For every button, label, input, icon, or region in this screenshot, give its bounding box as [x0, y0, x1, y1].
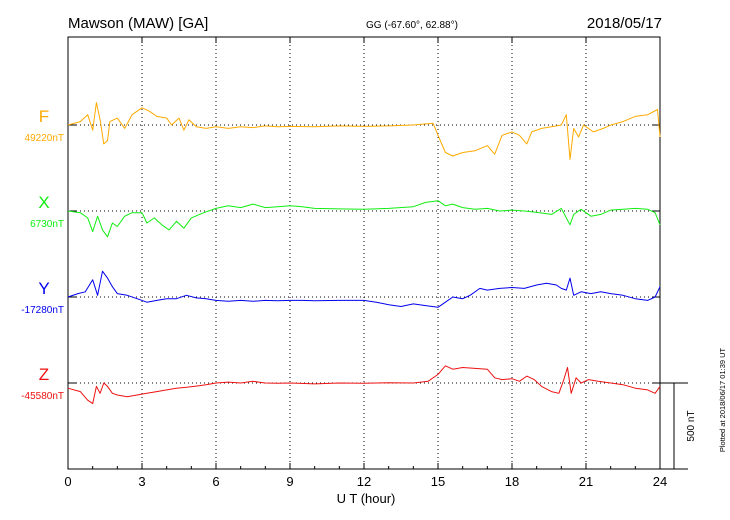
trace-z: [67, 365, 661, 405]
x-tick-label: 12: [357, 474, 371, 489]
x-axis-ticks: 0 3 6 9 12 15 18 21 24: [64, 37, 667, 489]
baseline-value-y: -17280nT: [21, 305, 64, 316]
x-tick-label: 21: [579, 474, 593, 489]
station-title: Mawson (MAW) [GA]: [68, 15, 208, 32]
x-tick-label: 24: [653, 474, 667, 489]
plotted-timestamp: Plotted at 2018/06/17 01:39 UT: [718, 347, 727, 452]
x-tick-label: 15: [431, 474, 445, 489]
x-axis-label: U T (hour): [337, 491, 396, 506]
baseline-value-x: 6730nT: [30, 219, 64, 230]
baseline-value-f: 49220nT: [25, 133, 64, 144]
component-name-y: Y: [38, 279, 49, 298]
grid-lines: [68, 37, 660, 469]
x-tick-label: 18: [505, 474, 519, 489]
x-tick-label: 6: [212, 474, 219, 489]
component-name-x: X: [38, 193, 49, 212]
plot-date: 2018/05/17: [587, 15, 662, 32]
trace-y: [67, 270, 661, 308]
component-labels: F 49220nT X 6730nT Y -17280nT Z -45580nT: [21, 107, 64, 402]
x-tick-label: 9: [286, 474, 293, 489]
baseline-value-z: -45580nT: [21, 391, 64, 402]
component-name-z: Z: [39, 365, 49, 384]
station-coordinates: GG (-67.60°, 62.88°): [366, 20, 458, 31]
component-traces: [67, 102, 661, 405]
x-tick-label: 0: [64, 474, 71, 489]
x-tick-label: 3: [138, 474, 145, 489]
trace-f: [67, 102, 661, 160]
component-name-f: F: [39, 107, 49, 126]
scale-bar: 500 nT: [660, 382, 697, 470]
trace-x: [67, 200, 661, 238]
scale-bar-label: 500 nT: [686, 410, 697, 441]
